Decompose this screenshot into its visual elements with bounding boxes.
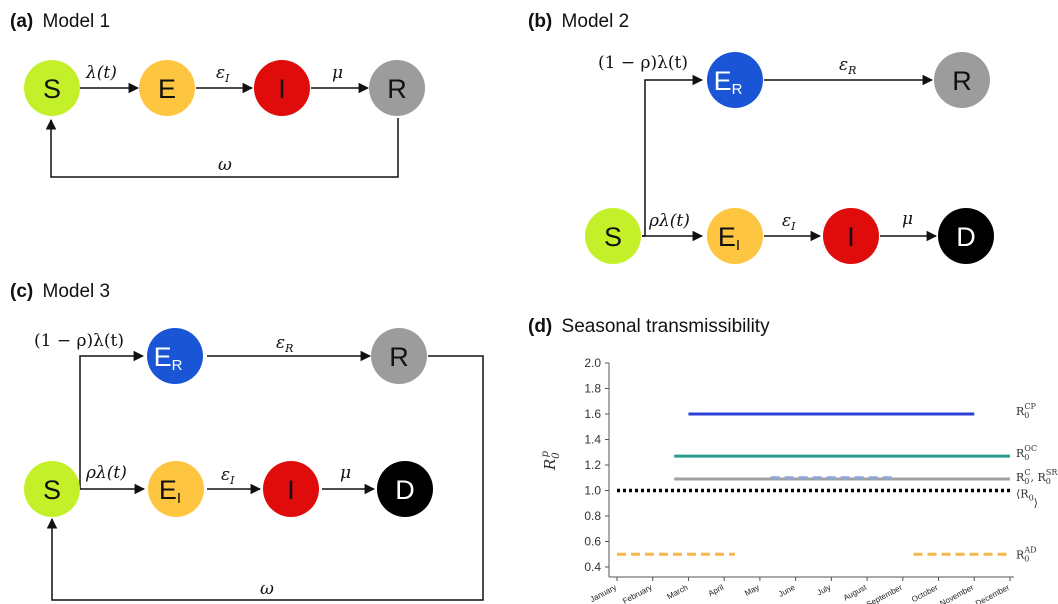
series-label: R0OC [1016, 444, 1037, 462]
edge-r-s-waning [45, 118, 399, 178]
x-tick-label: January [589, 583, 618, 604]
rate-epsilon-r-c: εR [276, 333, 293, 355]
y-tick-label: 0.4 [584, 560, 601, 574]
node-r [369, 60, 425, 116]
panel-d-title: (d) Seasonal transmissibility [528, 316, 770, 337]
node-r-c [371, 328, 427, 384]
rate-rho-lambda: ρλ(t) [648, 211, 690, 231]
rate-mu: μ [332, 63, 343, 83]
rate-one-minus-rho-lambda-c: (1 − ρ)λ(t) [34, 331, 124, 351]
rate-epsilon-i-b: εI [782, 211, 796, 233]
panel-a-title: (a) Model 1 [10, 11, 110, 32]
rate-lambda: λ(t) [85, 63, 117, 83]
y-tick-label: 2.0 [584, 356, 601, 370]
node-i [254, 60, 310, 116]
node-s-label: S [43, 74, 61, 104]
node-i-b-label: I [847, 222, 855, 252]
node-r-label: R [387, 74, 407, 104]
panel-c-model-3: (c) Model 3 (1 − ρ)λ(t) εR ρλ(t) εI μ ω … [10, 281, 484, 601]
node-s-c [24, 461, 80, 517]
node-e [139, 60, 195, 116]
node-i-label: I [278, 74, 286, 104]
x-tick-label: September [865, 583, 904, 604]
node-ei-label: EI [718, 222, 740, 254]
x-tick-label: November [938, 583, 975, 604]
series-label: R0AD [1016, 545, 1037, 563]
node-s-b-label: S [604, 222, 622, 252]
x-tick-label: April [707, 583, 726, 599]
node-er-label: ER [714, 66, 743, 98]
edge-r-s-waning-c [46, 355, 484, 601]
node-d-b [938, 208, 994, 264]
y-tick-label: 0.6 [584, 535, 601, 549]
series-label: ⟨R0⟩ [1016, 488, 1038, 510]
rate-epsilon-i-c: εI [221, 465, 235, 487]
y-tick-label: 1.0 [584, 484, 601, 498]
rate-epsilon-i: εI [216, 63, 230, 85]
x-tick-label: August [842, 582, 869, 602]
rate-one-minus-rho-lambda: (1 − ρ)λ(t) [598, 53, 688, 73]
node-er-c [147, 328, 203, 384]
node-i-c-label: I [287, 475, 295, 505]
y-tick-label: 1.4 [584, 433, 601, 447]
node-s [24, 60, 80, 116]
x-tick-label: March [666, 583, 690, 601]
y-axis-label: R0p [540, 450, 562, 471]
x-tick-label: February [621, 583, 653, 604]
x-tick-label: June [777, 583, 797, 599]
node-e-label: E [158, 74, 176, 104]
panel-b-model-2: (b) Model 2 (1 − ρ)λ(t) εR ρλ(t) εI μ ER… [528, 11, 994, 264]
series-label: R0CP [1016, 402, 1037, 420]
node-er-c-label: ER [154, 342, 183, 374]
rate-omega-c: ω [260, 579, 274, 599]
node-d-c [377, 461, 433, 517]
node-s-b [585, 208, 641, 264]
x-tick-label: May [743, 583, 761, 598]
rate-mu-c: μ [340, 463, 351, 483]
x-tick-label: December [974, 583, 1011, 604]
node-i-c [263, 461, 319, 517]
rate-mu-b: μ [902, 209, 913, 229]
y-tick-label: 1.6 [584, 407, 601, 421]
node-r-b [934, 52, 990, 108]
node-er [707, 52, 763, 108]
edge-s-er-c [79, 350, 145, 489]
panel-d-seasonal-transmissibility: (d) Seasonal transmissibility 0.4 0.6 0.8 1… [528, 316, 1058, 604]
panel-c-title: (c) Model 3 [10, 281, 110, 302]
node-s-c-label: S [43, 475, 61, 505]
rate-rho-lambda-c: ρλ(t) [85, 463, 127, 483]
node-i-b [823, 208, 879, 264]
rate-epsilon-r: εR [839, 55, 856, 77]
node-r-b-label: R [952, 66, 972, 96]
node-ei-c [148, 461, 204, 517]
node-ei-c-label: EI [159, 475, 181, 507]
rate-omega: ω [218, 155, 232, 175]
node-ei [707, 208, 763, 264]
node-d-b-label: D [956, 222, 976, 252]
transmissibility-chart: 0.4 0.6 0.8 1.0 1.2 1.4 1.6 1.8 2.0 January Februa… [540, 356, 1058, 604]
panel-a-model-1: (a) Model 1 λ(t) εI μ ω S E I R [10, 11, 425, 178]
y-tick-label: 1.8 [584, 382, 601, 396]
node-r-c-label: R [389, 342, 409, 372]
x-tick-label: October [910, 583, 940, 604]
series-label: R0C, R0SR [1016, 468, 1058, 486]
x-tick-label: July [816, 583, 833, 598]
y-tick-label: 0.8 [584, 509, 601, 523]
node-d-c-label: D [395, 475, 415, 505]
y-tick-label: 1.2 [584, 458, 601, 472]
panel-b-title: (b) Model 2 [528, 11, 629, 32]
